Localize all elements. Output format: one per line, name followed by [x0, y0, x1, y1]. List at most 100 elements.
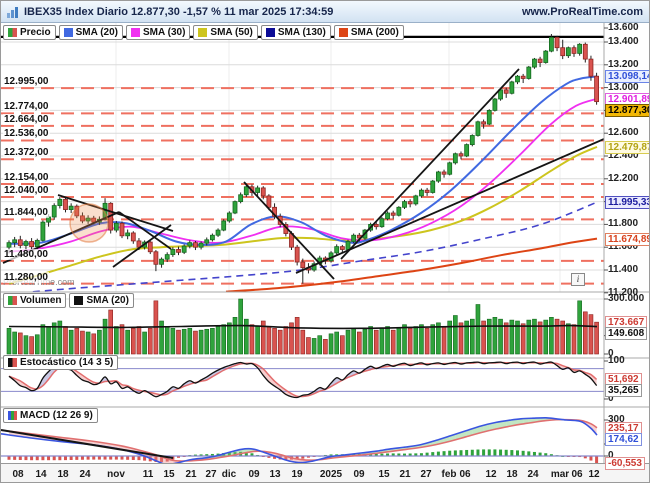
macd-histogram-bar: [589, 456, 593, 461]
xaxis-label: 12: [588, 469, 600, 480]
candle-body: [571, 47, 577, 54]
macd-histogram-bar: [13, 456, 17, 460]
macd-histogram-bar: [250, 453, 254, 456]
macd-histogram-bar: [69, 456, 73, 460]
price-level-label: 12.664,00: [3, 113, 50, 125]
macd-histogram-bar: [538, 452, 542, 456]
chart-app-icon: [7, 6, 18, 18]
volume-bar: [594, 321, 599, 355]
legend-label: Estocástico (14 3 5): [20, 357, 114, 368]
macd-histogram-bar: [482, 449, 486, 456]
candle-body: [164, 254, 170, 260]
candle-body: [215, 229, 221, 236]
candle-body: [40, 221, 46, 241]
candle-body: [492, 98, 498, 111]
volume-legend: Volumen SMA (20): [3, 293, 134, 308]
volume-bar: [187, 328, 193, 355]
stochastic-legend-chip[interactable]: Estocástico (14 3 5): [3, 355, 119, 370]
candle-body: [526, 66, 532, 79]
volume-bar: [571, 324, 577, 355]
trendline: [112, 224, 172, 268]
volume-bar: [554, 318, 560, 355]
macd-histogram-bar: [544, 453, 548, 456]
candle-body: [255, 187, 261, 193]
price-axis-label: 13.600: [608, 22, 639, 33]
volume-bar: [464, 320, 469, 355]
stripes-bgr-icon: [8, 411, 17, 420]
macd-histogram-bar: [386, 453, 390, 456]
macd-histogram-bar: [227, 452, 231, 456]
volume-bar: [131, 328, 136, 355]
volume-sma-line: [8, 324, 598, 330]
candle-body: [577, 43, 583, 54]
candle-body: [469, 135, 475, 145]
trendline: [295, 138, 604, 274]
candle-body: [6, 242, 12, 248]
macd-histogram-bar: [448, 450, 452, 456]
candle-body: [554, 37, 560, 49]
series-color-icon: [74, 296, 84, 305]
macd-hist-value-badge: -60,553: [605, 457, 645, 471]
price-legend-chip[interactable]: Precio: [3, 25, 56, 40]
macd-histogram-bar: [419, 453, 423, 456]
stoch-fill: [348, 370, 354, 378]
macd-histogram-bar: [397, 453, 401, 456]
candle-body: [373, 223, 379, 228]
xaxis-label: 06: [459, 469, 471, 480]
price-legend-chip[interactable]: SMA (50): [193, 25, 258, 40]
volume-sma-value-badge: 149.608: [605, 327, 648, 341]
price-level-label: 12.154,00: [3, 172, 50, 184]
xaxis-label: nov: [107, 469, 125, 480]
volume-bar: [147, 328, 153, 355]
macd-histogram-bar: [64, 456, 67, 461]
volume-bar: [419, 324, 424, 355]
volume-bar: [164, 326, 170, 355]
candle-body: [413, 195, 419, 205]
time-axis[interactable]: [1, 463, 649, 482]
xaxis-label: 15: [163, 469, 175, 480]
volume-bar: [537, 321, 543, 355]
volume-bar: [215, 326, 221, 355]
price-legend-chip[interactable]: SMA (130): [260, 25, 331, 40]
volume-bar: [114, 326, 119, 355]
candle-body: [57, 198, 63, 206]
xaxis-label: 18: [506, 469, 518, 480]
candle-body: [441, 171, 447, 175]
volume-bar: [232, 317, 238, 355]
price-legend-chip[interactable]: SMA (200): [333, 25, 404, 40]
candle-body: [85, 217, 91, 222]
price-axis-label: 11.600: [608, 241, 639, 253]
volume-layer: [6, 298, 599, 355]
xaxis-label: 24: [527, 469, 539, 480]
macd-histogram-bar: [52, 456, 56, 461]
legend-label: Precio: [20, 27, 51, 38]
volume-bar: [385, 326, 390, 355]
volume-bar: [193, 330, 198, 355]
candle-body: [176, 249, 181, 253]
sma20-value-badge: 13.098,14: [605, 70, 649, 84]
volume-legend-chip[interactable]: SMA (20): [69, 293, 134, 308]
info-button[interactable]: i: [571, 273, 585, 286]
price-legend-chip[interactable]: SMA (30): [126, 25, 191, 40]
macd-legend-chip[interactable]: MACD (12 26 9): [3, 408, 98, 423]
candle-body: [170, 249, 176, 256]
xaxis-label: 27: [205, 469, 217, 480]
candle-body: [549, 37, 554, 52]
candle-body: [204, 239, 210, 244]
legend-label: SMA (200): [350, 27, 399, 38]
volume-bar: [486, 318, 492, 355]
macd-histogram-bar: [267, 456, 271, 458]
window-titlebar[interactable]: IBEX35 Index Diario 12.877,30 -1,57 % 11…: [1, 1, 649, 23]
volume-bar: [498, 318, 503, 355]
macd-axis-label: 0: [608, 450, 614, 461]
prorealtime-link[interactable]: www.ProRealTime.com: [521, 5, 643, 18]
xaxis-label: 09: [248, 469, 260, 480]
price-legend-chip[interactable]: SMA (20): [58, 25, 123, 40]
macd-histogram-bar: [75, 456, 79, 460]
macd-histogram-bar: [453, 450, 457, 456]
candle-body: [221, 220, 227, 231]
volume-legend-chip[interactable]: Volumen: [3, 293, 67, 308]
macd-histogram-bar: [521, 450, 525, 456]
volume-bar: [68, 329, 74, 355]
